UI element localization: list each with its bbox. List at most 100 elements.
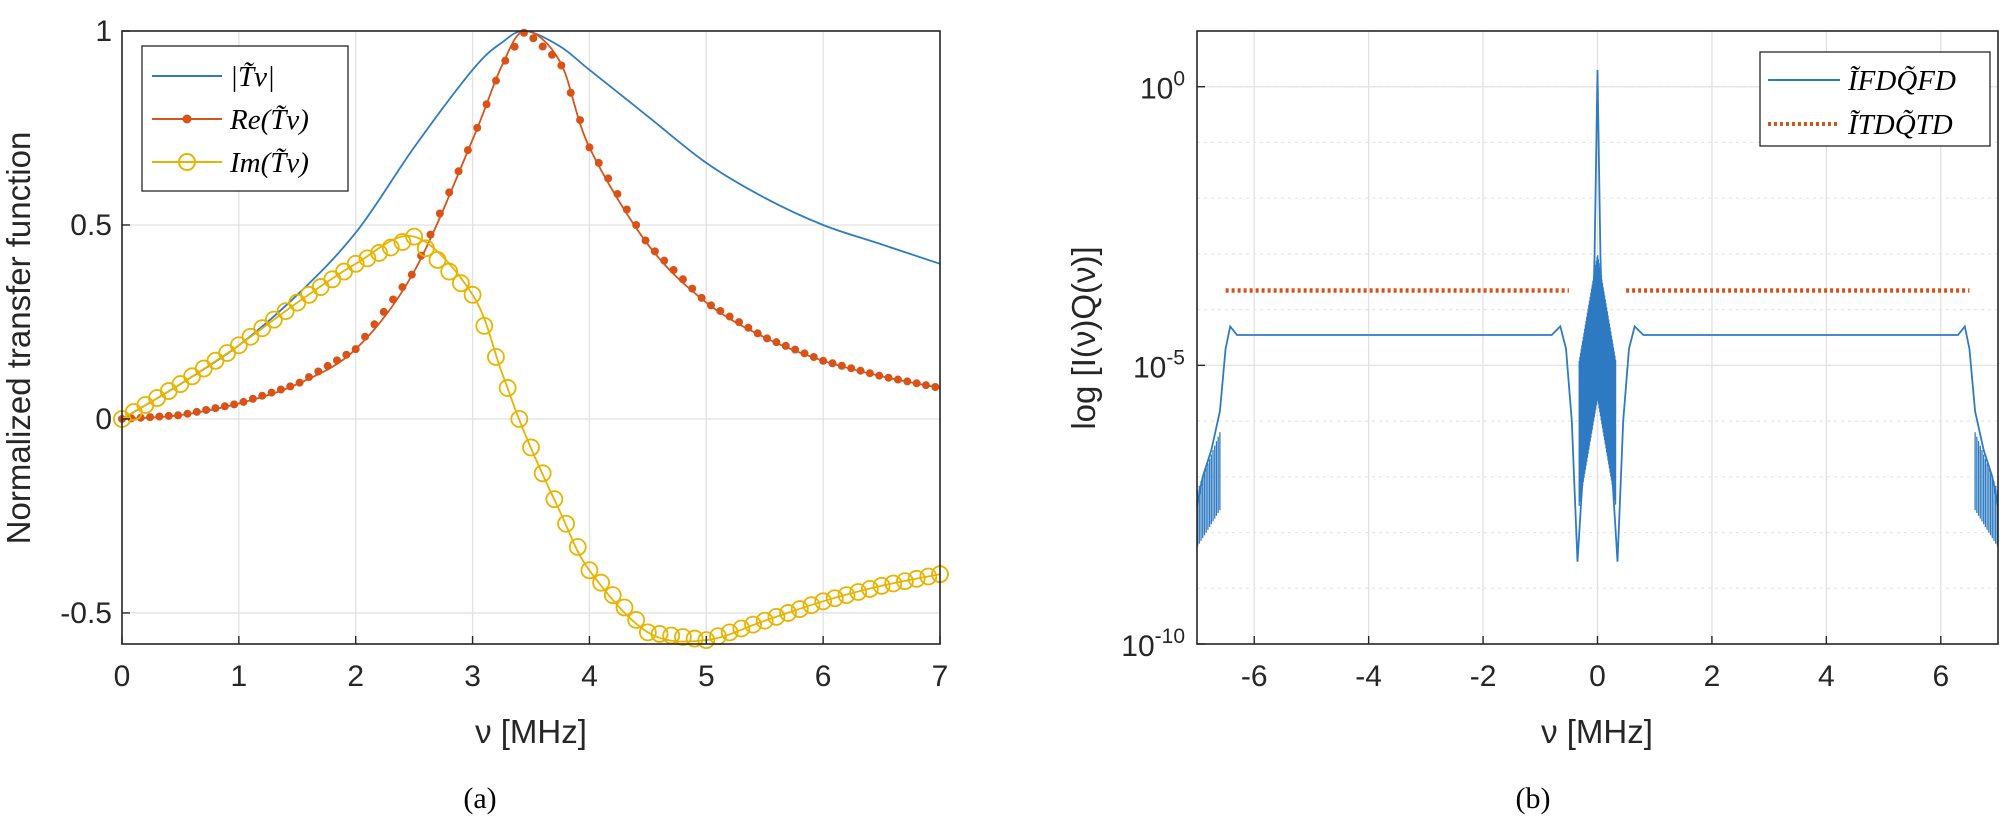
panel-a-point [837,361,846,370]
panel-a-point [265,310,283,329]
panel-a-point [333,356,342,365]
panel-a-point [351,345,360,354]
panel-a-point [253,319,272,338]
panel-a-point [716,306,725,315]
panel-a-point [819,356,828,365]
panel-b-ticks: -6 -4 -2 0 2 4 6 10-10 10-5 100 [1121,68,1949,693]
panel-a-point [407,270,416,279]
panel-a-series-2 [113,227,949,650]
panel-b-x-axis-label: ν [MHz] [1541,713,1653,750]
panel-a-point [580,561,599,580]
legend-fd-label: ĨFDQ̃FD [1847,65,1956,97]
panel-a-ticks: 0 1 2 3 4 5 6 7-0.500.51 [60,15,948,693]
panel-a-point [632,220,641,229]
panel-a-point [533,464,552,483]
panel-a-point [346,254,365,273]
panel-a-point [304,373,313,382]
panel-a-point [267,388,276,397]
panel-b-x-tick-label: -2 [1470,660,1497,693]
panel-a-point [529,34,538,43]
panel-a-point [361,332,370,341]
panel-a-point [685,629,704,648]
panel-b-caption: (b) [1516,782,1551,815]
panel-a-point [627,611,646,629]
panel-a-point [463,285,482,304]
panel-a-point [779,604,797,622]
panel-a-point [912,379,921,388]
panel-a-point [482,100,491,109]
panel-a-point [802,596,821,615]
panel-a-point [370,244,388,262]
panel-a-point [241,327,260,346]
panel-a-point [491,76,500,85]
panel-a-point [650,625,669,643]
panel-a-point [772,338,781,347]
panel-a-point [229,336,248,355]
panel-a-point [791,345,800,354]
panel-a-point [557,514,575,533]
panel-a-point [781,341,790,350]
panel-a-chart: 0 1 2 3 4 5 6 7-0.500.51 ν [MHz] Normalized tra… [0,15,949,815]
panel-a-point [603,586,622,605]
panel-a-point [314,367,323,376]
panel-a-x-tick-label: 0 [114,660,131,693]
panel-b-legend: ĨFDQ̃FD ĨTDQ̃TD [1759,51,1991,147]
panel-a-point [370,320,379,329]
panel-a-point [732,619,751,638]
panel-b-x-tick-label: -4 [1355,660,1382,693]
panel-a-point [239,397,248,406]
panel-a-point [847,364,856,373]
legend-abs-label: |T̃ν| [230,61,275,93]
panel-a-point [451,274,470,293]
panel-a-caption: (a) [463,782,496,815]
panel-a-point [604,174,613,183]
panel-a-point [893,375,902,384]
panel-a-point [697,293,706,302]
panel-b-x-tick-label: 0 [1589,660,1606,693]
panel-a-point [379,307,388,316]
panel-a-y-tick-label: 1 [95,15,112,48]
panel-a-point [519,28,528,37]
panel-a-point [510,42,519,51]
panel-a-point [884,574,903,593]
panel-a-y-tick-label: -0.5 [60,597,112,630]
panel-a-point [276,385,285,394]
panel-a-point [230,400,239,409]
panel-a-x-tick-label: 4 [581,660,598,693]
panel-a-point [763,334,772,343]
panel-a-point [622,205,631,214]
panel-a-point [638,623,657,642]
panel-a-point [501,56,510,65]
panel-a-point [669,265,678,274]
panel-a-point [744,615,762,634]
panel-a-point [825,589,844,608]
panel-a-point [800,349,809,358]
panel-a-point [498,379,517,397]
panel-a-point [248,394,257,403]
panel-a-point [473,123,482,132]
legend-td-label: ĨTDQ̃TD [1847,109,1953,141]
panel-a-point [405,227,424,246]
panel-a-point [155,412,164,421]
panel-a-point [884,373,893,382]
panel-a-axes-frame [121,30,941,645]
panel-b-x-tick-label: 2 [1704,660,1721,693]
panel-a-point [615,598,634,617]
panel-a-point [674,628,692,646]
panel-a-point [389,295,398,304]
panel-a-y-tick-label: 0 [95,403,112,436]
panel-a-point [566,88,575,97]
panel-a-point [755,611,774,630]
panel-a-point [903,377,912,386]
panel-a-point [585,143,594,152]
panel-a-x-tick-label: 1 [231,660,248,693]
panel-a-x-tick-label: 6 [815,660,832,693]
panel-a-point [875,371,884,380]
panel-a-point [454,167,463,176]
panel-b-y-tick-label: 100 [1140,68,1185,106]
legend-re-marker [182,114,192,124]
panel-a-point [809,353,818,362]
panel-a-point [174,411,183,420]
panel-a-point [753,329,762,338]
